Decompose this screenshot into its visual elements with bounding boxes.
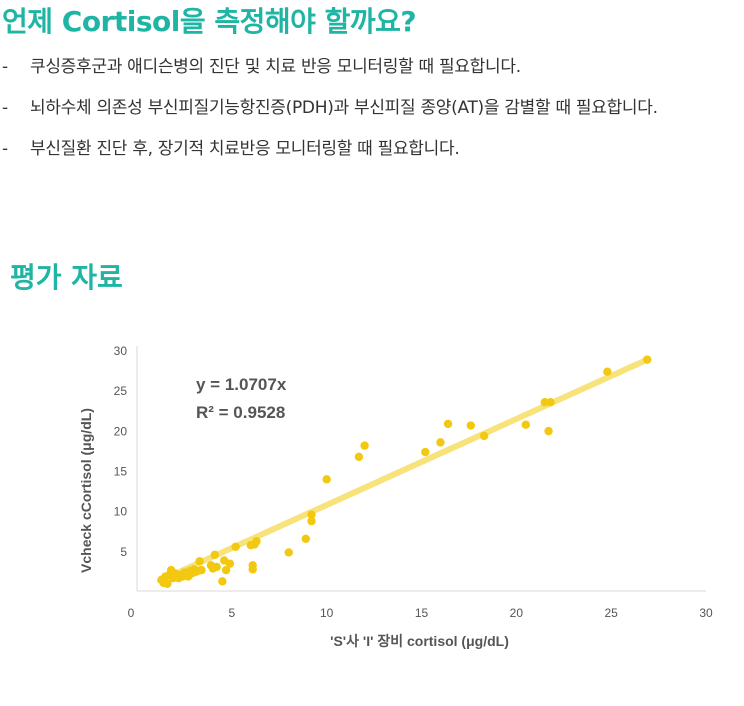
data-point: [307, 510, 316, 519]
section-title: 평가 자료: [10, 261, 123, 294]
data-point: [643, 355, 652, 364]
trendline-equation: y = 1.0707x: [196, 375, 287, 394]
list-item-text: 뇌하수체 의존성 부신피질기능항진증(PDH)과 부신피질 종양(AT)을 감별…: [30, 98, 658, 118]
y-tick-label: 10: [114, 505, 128, 519]
x-tick-label: 25: [604, 606, 618, 620]
data-point: [479, 431, 489, 441]
data-point: [225, 559, 235, 568]
bullet-dash: -: [2, 139, 8, 159]
data-point: [436, 438, 445, 447]
data-point: [307, 516, 316, 526]
x-tick-label: 20: [510, 606, 524, 620]
y-tick-label: 15: [114, 465, 128, 479]
data-point: [210, 550, 219, 560]
x-tick-label: 0: [128, 606, 135, 620]
y-tick-label: 25: [114, 384, 128, 398]
data-point: [163, 579, 172, 588]
data-point: [443, 419, 453, 429]
data-point: [197, 565, 206, 575]
data-point: [466, 421, 476, 430]
y-tick-label: 20: [114, 424, 128, 438]
x-tick-label: 15: [415, 606, 429, 620]
data-point: [354, 452, 364, 462]
data-point: [421, 447, 430, 457]
data-point: [212, 562, 221, 572]
data-point: [603, 367, 612, 376]
scatter-chart: 0 5 10 15 20 25 30 5 10 15 20 25 30 'S'사 'I' 장비 corti…: [78, 344, 713, 649]
data-point: [195, 557, 204, 566]
list-item-text: 부신질환 진단 후, 장기적 치료반응 모니터링할 때 필요합니다.: [30, 139, 460, 159]
data-point: [252, 536, 261, 546]
x-axis-title: 'S'사 'I' 장비 cortisol (μg/dL): [330, 633, 509, 649]
x-tick-label: 5: [228, 606, 235, 620]
y-tick-label: 30: [114, 344, 128, 358]
bullet-dash: -: [2, 57, 8, 77]
data-point: [521, 420, 531, 429]
data-point: [218, 577, 227, 586]
r-squared-label: R² = 0.9528: [196, 403, 285, 422]
data-point: [221, 565, 231, 575]
data-point: [360, 441, 369, 450]
data-point: [546, 398, 555, 407]
page-title: 언제 Cortisol을 측정해야 할까요?: [2, 5, 417, 38]
data-point: [544, 426, 553, 436]
list-item-text: 쿠싱증후군과 애디슨병의 진단 및 치료 반응 모니터링할 때 필요합니다.: [30, 57, 521, 77]
x-tick-label: 10: [320, 606, 334, 620]
y-axis-title: Vcheck cCortisol (μg/dL): [78, 408, 94, 573]
bullet-dash: -: [2, 98, 8, 118]
data-point: [284, 548, 293, 557]
x-tick-label: 30: [699, 606, 713, 620]
data-point: [231, 542, 240, 552]
data-point: [322, 475, 331, 484]
y-tick-label: 5: [120, 545, 127, 559]
data-point: [248, 561, 257, 570]
trendline: [156, 356, 651, 584]
data-point: [301, 534, 311, 543]
